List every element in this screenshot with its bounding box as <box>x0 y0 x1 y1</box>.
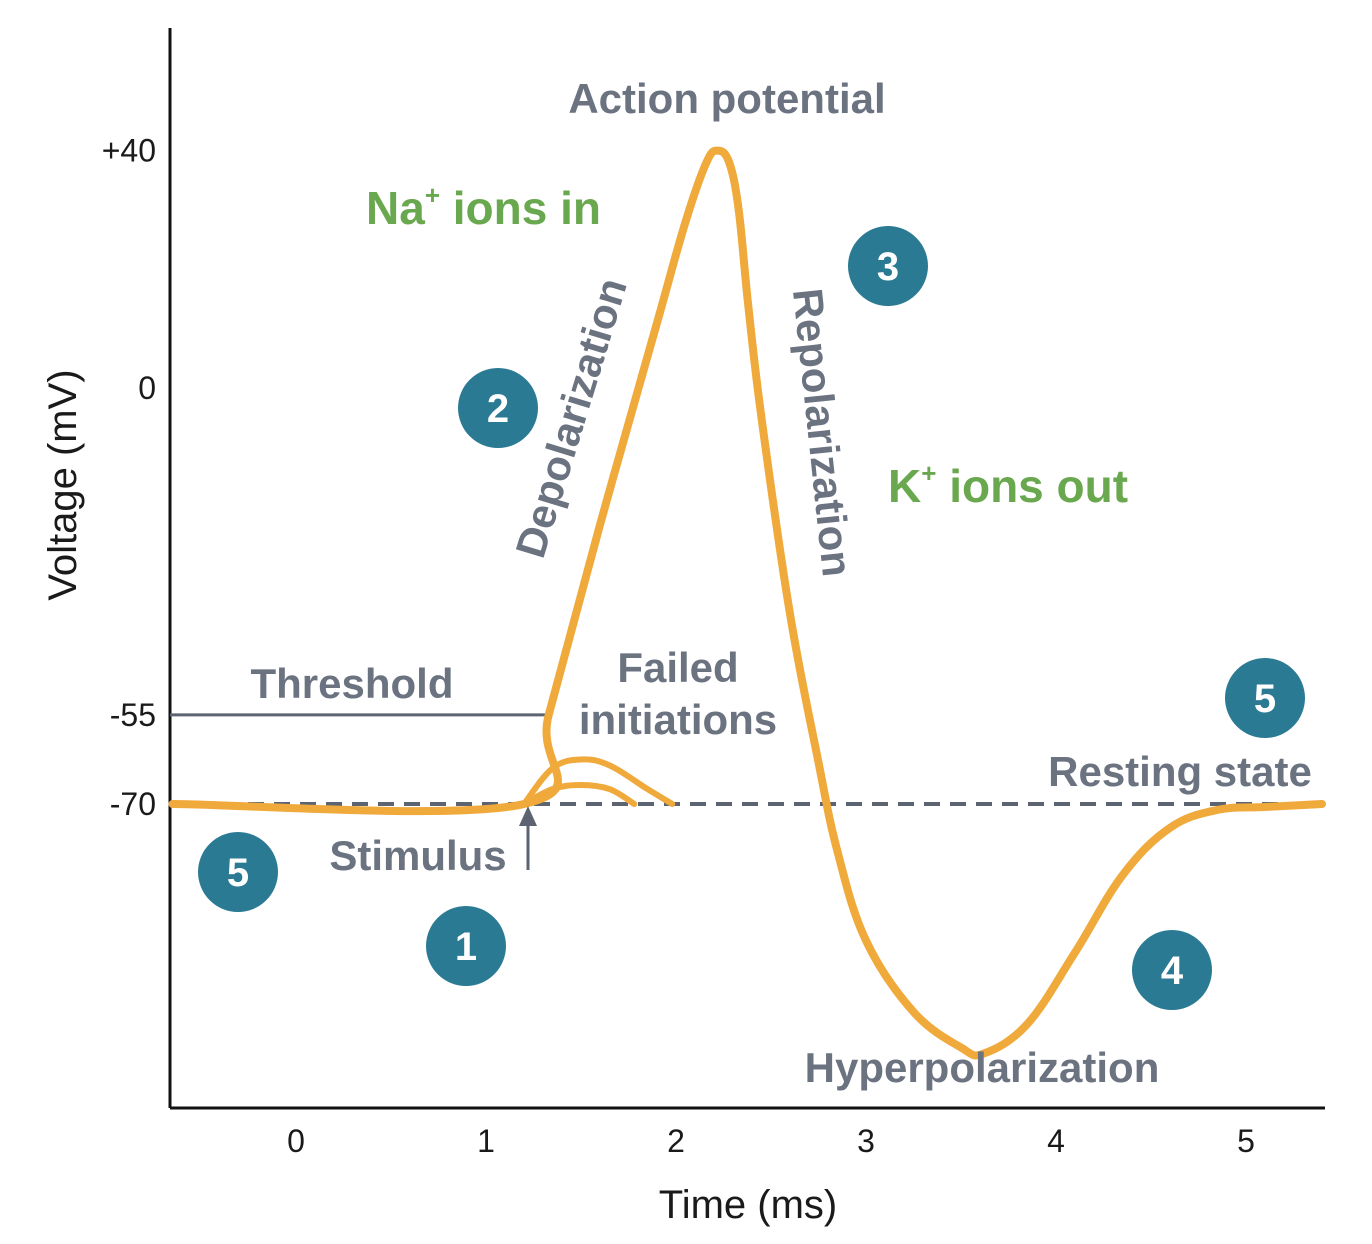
failed-initiation-curve-large <box>521 756 676 807</box>
y-tick-label: +40 <box>102 133 156 169</box>
action-potential-label: Action potential <box>568 75 885 122</box>
svg-text:5: 5 <box>1254 677 1276 721</box>
stage-badge-4: 4 <box>1132 930 1212 1010</box>
x-tick-labels: 0 1 2 3 4 5 <box>287 1123 1255 1159</box>
x-tick-label: 4 <box>1047 1123 1065 1159</box>
stage-badge-2: 2 <box>458 368 538 448</box>
svg-text:5: 5 <box>227 851 249 895</box>
x-tick-label: 3 <box>857 1123 875 1159</box>
x-tick-label: 1 <box>477 1123 495 1159</box>
failed-initiations-label-line1: Failed <box>617 644 738 691</box>
failed-initiations-label-line2: initiations <box>579 696 777 743</box>
x-axis-title: Time (ms) <box>659 1183 837 1227</box>
stage-badge-1: 1 <box>426 906 506 986</box>
stage-badge-5-left: 5 <box>198 832 278 912</box>
y-axis-title: Voltage (mV) <box>41 369 85 600</box>
y-tick-label: -55 <box>110 697 156 733</box>
curves-layer <box>168 146 1326 1060</box>
k-ions-label: K+ ions out <box>888 458 1128 512</box>
na-ions-label: Na+ ions in <box>366 180 601 234</box>
svg-text:4: 4 <box>1161 949 1184 993</box>
y-tick-label: 0 <box>138 370 156 406</box>
stimulus-label: Stimulus <box>329 832 506 879</box>
stage-badge-3: 3 <box>848 226 928 306</box>
stage-badge-5-right: 5 <box>1225 658 1305 738</box>
hyperpolarization-label: Hyperpolarization <box>805 1044 1160 1091</box>
x-tick-label: 2 <box>667 1123 685 1159</box>
x-tick-label: 0 <box>287 1123 305 1159</box>
failed-initiation-curve-small <box>521 782 638 807</box>
svg-text:2: 2 <box>487 387 509 431</box>
x-tick-label: 5 <box>1237 1123 1255 1159</box>
action-potential-curve <box>168 146 1326 1060</box>
svg-text:3: 3 <box>877 245 899 289</box>
resting-state-label: Resting state <box>1048 748 1312 795</box>
y-tick-labels: +40 0 -55 -70 <box>102 133 156 822</box>
repolarization-label: Repolarization <box>784 286 861 579</box>
stimulus-arrow <box>519 806 537 870</box>
threshold-label: Threshold <box>250 660 453 707</box>
y-tick-label: -70 <box>110 786 156 822</box>
svg-text:1: 1 <box>455 925 477 969</box>
